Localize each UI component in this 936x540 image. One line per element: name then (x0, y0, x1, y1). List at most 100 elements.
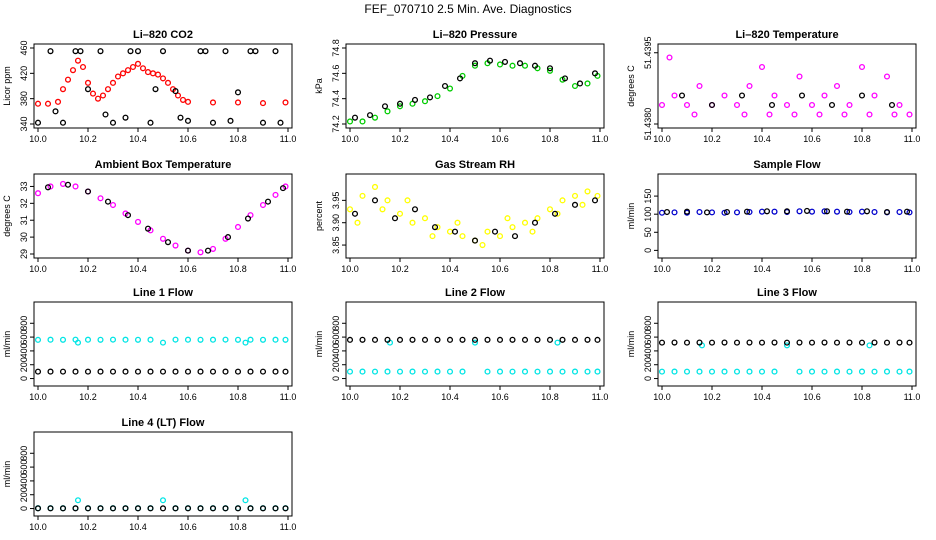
data-point (803, 207, 811, 214)
data-point (858, 63, 866, 71)
data-point (184, 247, 192, 254)
data-point (823, 208, 831, 215)
data-point (783, 339, 791, 346)
data-point (446, 336, 454, 343)
data-point (771, 208, 778, 215)
x-tick-label: 10.2 (79, 522, 97, 532)
data-point (571, 192, 579, 199)
panel-title: Line 4 (LT) Flow (122, 417, 205, 429)
data-point (409, 336, 416, 343)
data-point (496, 233, 504, 240)
data-point (272, 505, 279, 512)
x-tick-label: 11.0 (904, 264, 921, 274)
data-point (209, 368, 217, 375)
data-point (197, 249, 204, 256)
plot-frame (657, 301, 917, 387)
data-point (172, 505, 179, 512)
data-point (866, 342, 873, 349)
data-point (184, 98, 192, 105)
data-point (159, 368, 167, 375)
y-tick-label: 600 (331, 330, 341, 345)
data-point (164, 79, 172, 86)
data-point (359, 336, 366, 343)
data-point (808, 101, 816, 109)
data-point (833, 339, 841, 346)
y-tick-label: 74.8 (331, 39, 341, 57)
data-point (459, 368, 466, 375)
x-tick-label: 10.0 (653, 264, 671, 274)
data-point (184, 117, 192, 124)
y-tick-label: 3.90 (331, 214, 341, 232)
data-point (821, 92, 828, 99)
x-tick-label: 11.0 (280, 134, 297, 144)
y-tick-label: 51.4380 (643, 108, 653, 141)
data-point (758, 208, 766, 215)
y-axis-label: ml/min (626, 331, 636, 358)
y-tick-label: 0 (19, 506, 29, 511)
data-point (234, 368, 242, 375)
data-point (104, 86, 112, 93)
x-tick-label: 10.8 (229, 264, 247, 274)
y-tick-label: 29 (19, 249, 29, 259)
data-point (134, 48, 142, 55)
data-point (534, 368, 541, 375)
data-point (816, 111, 823, 118)
x-tick-label: 10.4 (753, 134, 771, 144)
x-tick-label: 10.2 (79, 264, 97, 274)
data-point (484, 368, 491, 375)
y-tick-label: 74.4 (331, 90, 341, 108)
data-point (159, 497, 167, 504)
y-axis-label: Licor ppm (2, 66, 12, 106)
data-point (359, 368, 366, 375)
data-point (906, 339, 913, 346)
data-point (411, 96, 419, 103)
x-tick-label: 10.6 (491, 264, 509, 274)
data-point (396, 368, 404, 375)
x-tick-label: 10.4 (441, 134, 459, 144)
data-point (134, 505, 142, 512)
data-point (59, 368, 67, 375)
data-point (496, 336, 504, 343)
data-point (486, 57, 494, 64)
data-point (579, 201, 586, 208)
data-point (658, 339, 666, 346)
data-point (222, 336, 229, 343)
y-tick-label: 33 (19, 181, 29, 191)
data-point (708, 101, 716, 109)
data-point (426, 94, 434, 101)
data-point (833, 368, 841, 375)
data-point (708, 368, 716, 375)
data-point (259, 505, 267, 512)
data-point (72, 368, 79, 375)
y-tick-label: 0 (643, 248, 653, 253)
data-point (883, 73, 891, 80)
data-point (846, 101, 853, 109)
panel-title: Ambient Box Temperature (95, 159, 232, 171)
data-point (234, 223, 242, 231)
data-point (883, 368, 891, 375)
x-tick-label: 11.0 (592, 392, 609, 402)
panel-title: Line 3 Flow (757, 287, 817, 299)
data-point (122, 336, 129, 343)
plot-frame (345, 173, 605, 259)
data-point (833, 82, 841, 90)
x-tick-label: 10.4 (129, 392, 147, 402)
data-point (434, 93, 441, 100)
data-point (174, 92, 182, 99)
data-point (371, 336, 379, 343)
data-point (866, 111, 873, 118)
x-tick-label: 10.0 (341, 134, 359, 144)
data-point (906, 368, 913, 375)
panel-line4-flow: Line 4 (LT) Flow ml/min 10.0 10.2 10.4 10.6 10… (2, 417, 296, 532)
data-point (521, 336, 529, 343)
y-tick-label: 3.95 (331, 192, 341, 210)
x-tick-label: 10.6 (179, 392, 197, 402)
data-point (559, 336, 566, 343)
y-tick-label: 460 (19, 40, 29, 55)
y-tick-label: 600 (19, 330, 29, 345)
panel-rh: Gas Stream RH percent 10.0 10.2 10.4 10.6 10.8… (314, 159, 608, 274)
data-point (172, 336, 179, 343)
data-point (144, 225, 152, 232)
x-tick-label: 10.2 (391, 264, 409, 274)
data-point (516, 60, 524, 67)
